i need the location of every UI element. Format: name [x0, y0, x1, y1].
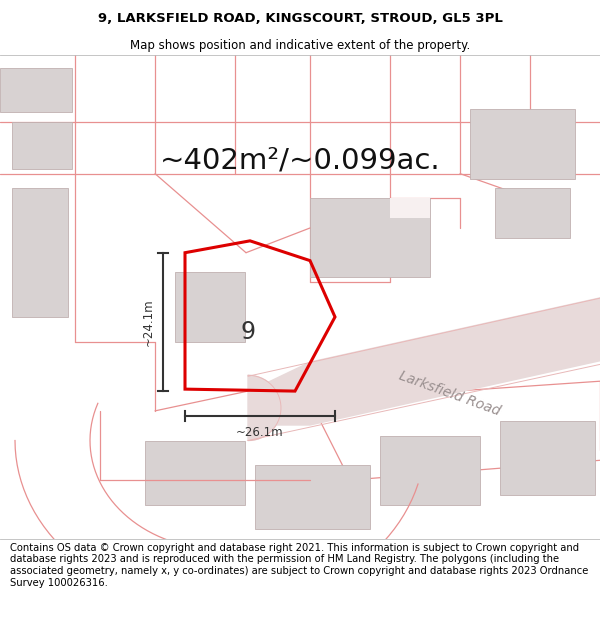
Polygon shape	[255, 465, 370, 529]
Text: Contains OS data © Crown copyright and database right 2021. This information is : Contains OS data © Crown copyright and d…	[10, 542, 589, 588]
Polygon shape	[12, 122, 72, 169]
Polygon shape	[0, 68, 72, 112]
Text: 9, LARKSFIELD ROAD, KINGSCOURT, STROUD, GL5 3PL: 9, LARKSFIELD ROAD, KINGSCOURT, STROUD, …	[98, 12, 502, 25]
Text: 9: 9	[241, 320, 256, 344]
Polygon shape	[390, 198, 430, 218]
Polygon shape	[145, 441, 245, 505]
Text: Larksfield Road: Larksfield Road	[397, 368, 503, 418]
Polygon shape	[12, 189, 68, 317]
Polygon shape	[380, 436, 480, 505]
Polygon shape	[175, 272, 245, 342]
Polygon shape	[248, 375, 281, 441]
Polygon shape	[500, 421, 595, 495]
Text: ~24.1m: ~24.1m	[142, 298, 155, 346]
Polygon shape	[495, 189, 570, 238]
Polygon shape	[248, 297, 600, 426]
Polygon shape	[310, 198, 430, 278]
Text: Map shows position and indicative extent of the property.: Map shows position and indicative extent…	[130, 39, 470, 51]
Text: ~402m²/~0.099ac.: ~402m²/~0.099ac.	[160, 147, 440, 175]
Text: ~26.1m: ~26.1m	[236, 426, 284, 439]
Polygon shape	[470, 109, 575, 179]
